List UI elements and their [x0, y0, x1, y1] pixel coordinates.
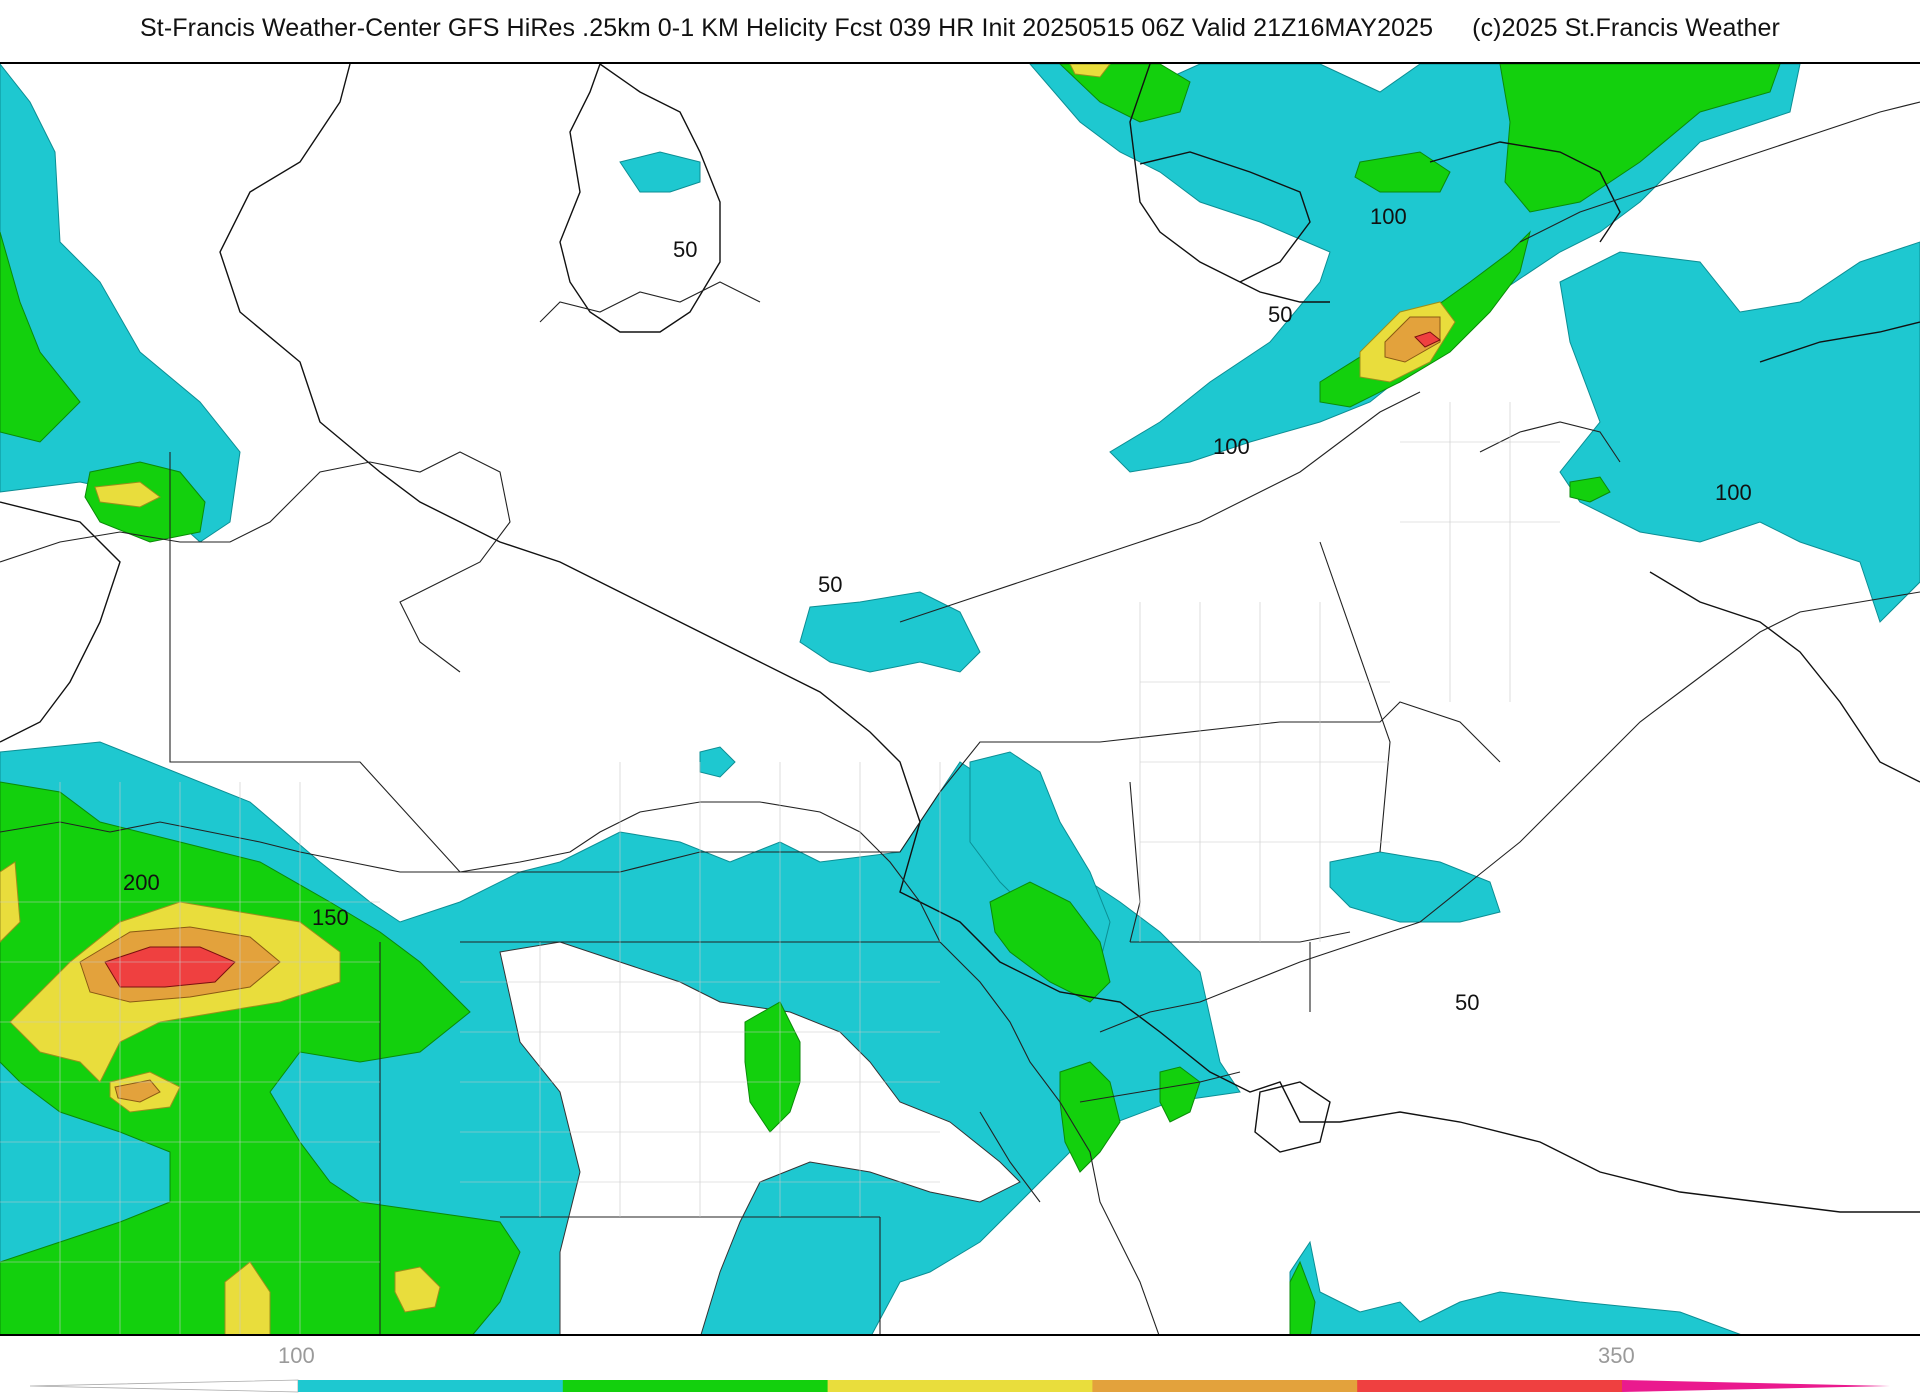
colorbar-segments — [298, 1380, 1623, 1392]
orange-area-small — [114, 1079, 161, 1103]
contour-50-ocean-ring — [1254, 1081, 1331, 1153]
contour-label-7: 200 — [123, 870, 160, 895]
coastline-northeast — [1099, 591, 1920, 1033]
contour-50-quebec — [1129, 64, 1330, 303]
coastlines-layer — [0, 101, 1920, 1334]
legend-label-high: 350 — [1598, 1343, 1635, 1368]
border-nh-me — [1319, 541, 1391, 853]
coastline-long-island — [1079, 1071, 1241, 1103]
yellow-area-south-2 — [394, 1266, 441, 1313]
contour-50-nova — [1759, 321, 1920, 363]
colorbar-right-triangle — [1622, 1380, 1890, 1392]
red-area-main — [104, 946, 236, 988]
contour-50-bay — [1649, 571, 1920, 783]
green-area-east-small — [1569, 476, 1611, 503]
red-area-quebec — [1414, 331, 1441, 348]
colorbar-segment — [827, 1380, 1093, 1392]
green-area-li — [1159, 1066, 1201, 1123]
colorbar-segment — [562, 1380, 829, 1392]
helicity-map: 50 50 100 100 100 50 200 150 50 — [0, 64, 1920, 1334]
contour-50-ne — [1429, 141, 1621, 243]
contour-label-3: 100 — [1370, 204, 1407, 229]
green-area-ny-south — [989, 881, 1111, 1003]
fill-red-layer — [104, 331, 1441, 988]
contour-label-1: 50 — [673, 237, 697, 262]
coastline-great-lakes — [0, 801, 941, 943]
cyan-area-ny-central — [799, 591, 981, 673]
green-area-ne-3 — [1499, 64, 1781, 213]
cyan-area-small-1 — [619, 151, 701, 193]
yellow-area-small — [94, 481, 161, 508]
contour-label-6: 50 — [818, 572, 842, 597]
yellow-area-south-1 — [224, 1261, 271, 1334]
map-panel: 50 50 100 100 100 50 200 150 50 — [0, 62, 1920, 1336]
contour-label-5: 100 — [1715, 480, 1752, 505]
border-ma — [1130, 931, 1351, 943]
green-area-ne-1 — [1354, 151, 1451, 193]
colorbar-left-triangle — [30, 1379, 299, 1393]
cyan-area-ocean-south — [1289, 1240, 1741, 1334]
contour-50-west — [0, 501, 121, 743]
legend-label-low: 100 — [278, 1343, 315, 1368]
border-nj — [979, 1111, 1041, 1203]
cyan-area-east — [1559, 241, 1920, 623]
contour-label-9: 50 — [1455, 990, 1479, 1015]
coastline-hudson-bay — [0, 451, 511, 673]
green-area-ne-2 — [1059, 64, 1191, 123]
contour-labels: 50 50 100 100 100 50 200 150 50 — [123, 204, 1752, 1015]
contour-label-2: 50 — [1268, 302, 1292, 327]
cyan-area-small-2 — [699, 746, 736, 778]
green-area-ocean — [1289, 1260, 1316, 1334]
colorbar-segment — [298, 1380, 564, 1392]
green-area-pa-central — [744, 1001, 801, 1133]
legend-colorbar — [30, 1379, 1890, 1393]
contour-50-closed-a — [559, 64, 721, 333]
contour-50-labrador — [1139, 151, 1311, 283]
title-copyright: (c)2025 St.Francis Weather — [1472, 14, 1780, 42]
contour-label-4: 100 — [1213, 434, 1250, 459]
coastline-islands-north — [539, 281, 761, 323]
colorbar-segment — [1357, 1380, 1623, 1392]
green-area-nj — [1059, 1061, 1121, 1173]
coastline-gaspe — [1479, 421, 1621, 463]
cyan-area-capecod — [1329, 851, 1501, 923]
map-title: St-Francis Weather-Center GFS HiRes .25k… — [0, 14, 1920, 43]
green-area-west — [0, 231, 81, 443]
yellow-area-top — [1069, 64, 1111, 78]
contour-label-8: 150 — [312, 905, 349, 930]
orange-area-quebec — [1384, 316, 1441, 363]
title-main: St-Francis Weather-Center GFS HiRes .25k… — [140, 14, 1434, 42]
coastline-labrador — [1519, 101, 1920, 243]
colorbar-segment — [1092, 1380, 1358, 1392]
county-lines-layer — [0, 402, 1560, 1334]
cyan-area-pennsylvania-hole-fill — [499, 941, 1021, 1334]
coastline-st-lawrence — [899, 391, 1421, 623]
coastline-atlantic — [939, 941, 1160, 1334]
